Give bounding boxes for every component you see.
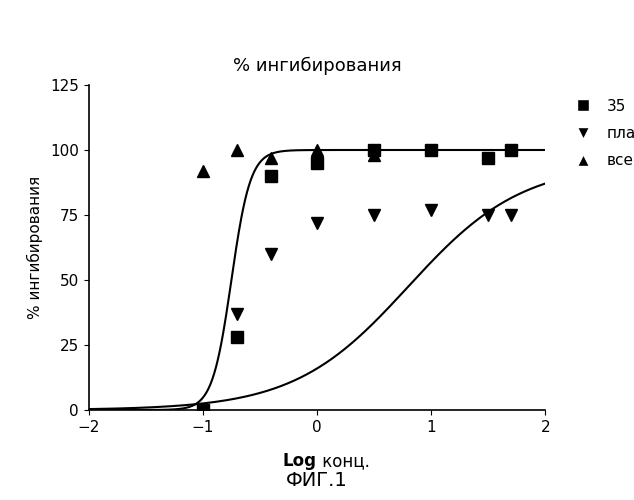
плацебо [507,212,515,218]
35 [427,147,435,153]
35 [233,334,241,340]
Legend: 35, плацебо, всего: 35, плацебо, всего [562,92,634,174]
Y-axis label: % ингибирования: % ингибирования [27,176,43,319]
35 [313,160,321,166]
Title: % ингибирования: % ингибирования [233,57,401,75]
Text: ФИГ.1: ФИГ.1 [286,470,348,490]
всего [313,147,321,153]
35 [268,173,275,179]
плацебо [427,207,435,213]
Line: 35: 35 [197,144,517,416]
Line: плацебо: плацебо [197,204,517,416]
всего [233,147,241,153]
35 [370,147,378,153]
35 [507,147,515,153]
Text: Log: Log [283,452,317,470]
35 [484,155,492,161]
плацебо [313,220,321,226]
плацебо [370,212,378,218]
плацебо [484,212,492,218]
Line: всего: всего [197,144,380,176]
плацебо [199,407,207,413]
всего [199,168,207,174]
Text: конц.: конц. [317,452,370,470]
35 [199,407,207,413]
плацебо [268,251,275,257]
всего [370,152,378,158]
всего [268,155,275,161]
плацебо [233,311,241,317]
